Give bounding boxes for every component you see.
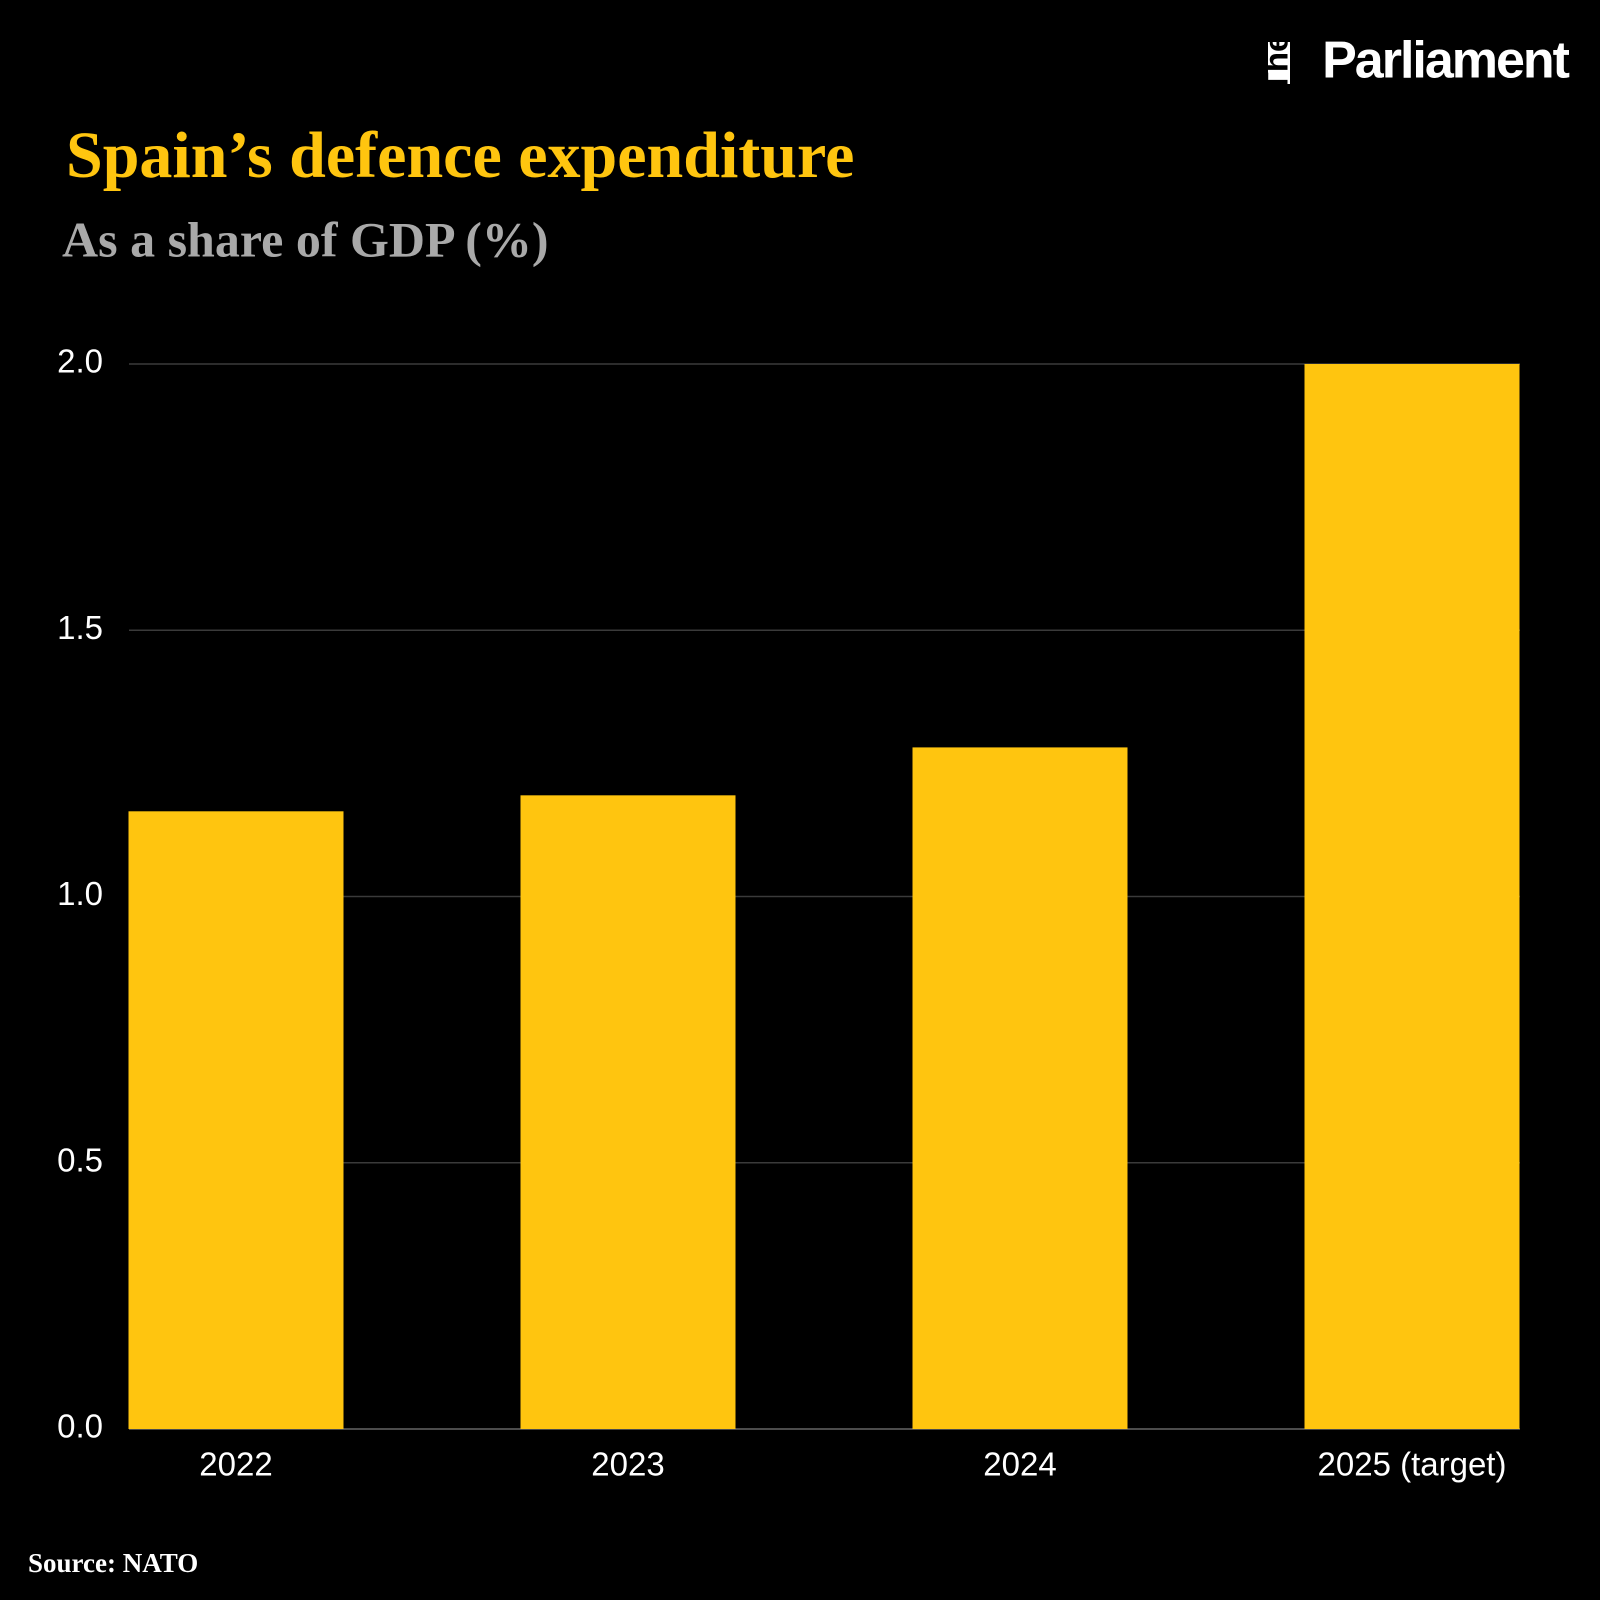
bar [912, 747, 1128, 1429]
source: Source: NATO [28, 1548, 198, 1578]
chart-subtitle: As a share of GDP (%) [62, 211, 549, 267]
x-tick-label: 2023 [591, 1446, 664, 1483]
x-tick-label: 2024 [983, 1446, 1056, 1483]
chart-title: Spain’s defence expenditure [66, 119, 854, 192]
x-tick-label: 2025 (target) [1318, 1446, 1507, 1483]
y-tick-label: 1.5 [57, 609, 103, 646]
y-tick-label: 1.0 [57, 875, 103, 912]
bar [520, 795, 736, 1429]
logo-badge [1268, 42, 1290, 84]
y-tick-label: 2.0 [57, 343, 103, 380]
y-tick-label: 0.5 [57, 1141, 103, 1178]
logo: Parliament [1322, 32, 1570, 90]
bar [128, 811, 344, 1429]
logo-prefix: The [1258, 34, 1295, 93]
plot: 2022 2023 2024 2025 (target) [128, 364, 1520, 1483]
x-tick-label: 2022 [199, 1446, 272, 1483]
bar [1304, 364, 1520, 1429]
grid: 0.0 0.5 1.0 1.5 2.0 [57, 343, 1520, 1445]
y-tick-label: 0.0 [57, 1408, 103, 1445]
